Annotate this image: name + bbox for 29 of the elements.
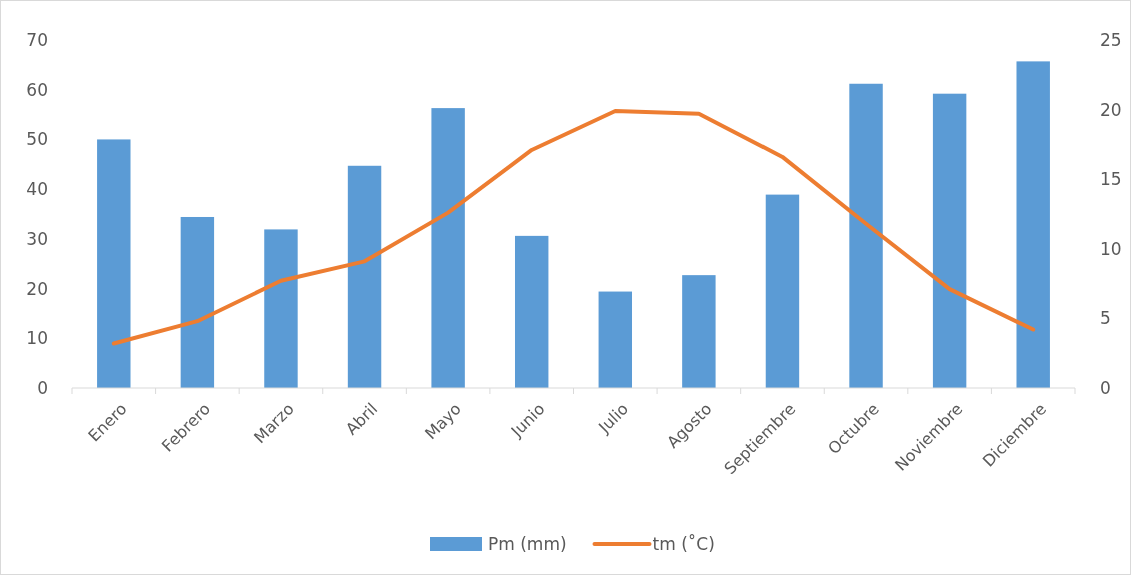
bar [347, 165, 382, 388]
y-tick-label: 70 [26, 29, 48, 50]
y2-tick-label: 10 [1100, 238, 1122, 259]
bar [514, 235, 549, 388]
y-tick-label: 60 [26, 79, 48, 100]
y-tick-label: 40 [26, 179, 48, 200]
y-tick-label: 50 [26, 129, 48, 150]
bar [765, 194, 800, 388]
bar [431, 108, 465, 388]
bar [682, 275, 716, 388]
legend-label: tm (˚C) [652, 533, 715, 554]
y-tick-label: 0 [37, 377, 48, 398]
bar [598, 291, 633, 388]
y-tick-label: 10 [26, 328, 48, 349]
y2-tick-label: 5 [1100, 308, 1111, 329]
bar [97, 139, 131, 388]
y-tick-label: 20 [26, 278, 48, 299]
y-tick-label: 30 [26, 228, 48, 249]
bar [180, 216, 215, 388]
legend-label: Pm (mm) [488, 533, 567, 554]
y2-tick-label: 25 [1100, 29, 1122, 50]
bar [932, 93, 967, 388]
bar [849, 83, 883, 388]
y2-tick-label: 15 [1100, 169, 1122, 190]
y2-tick-label: 20 [1100, 99, 1122, 120]
line-series [111, 108, 1036, 346]
bar [1016, 61, 1050, 388]
y2-tick-label: 0 [1100, 377, 1111, 398]
bar [264, 229, 298, 388]
